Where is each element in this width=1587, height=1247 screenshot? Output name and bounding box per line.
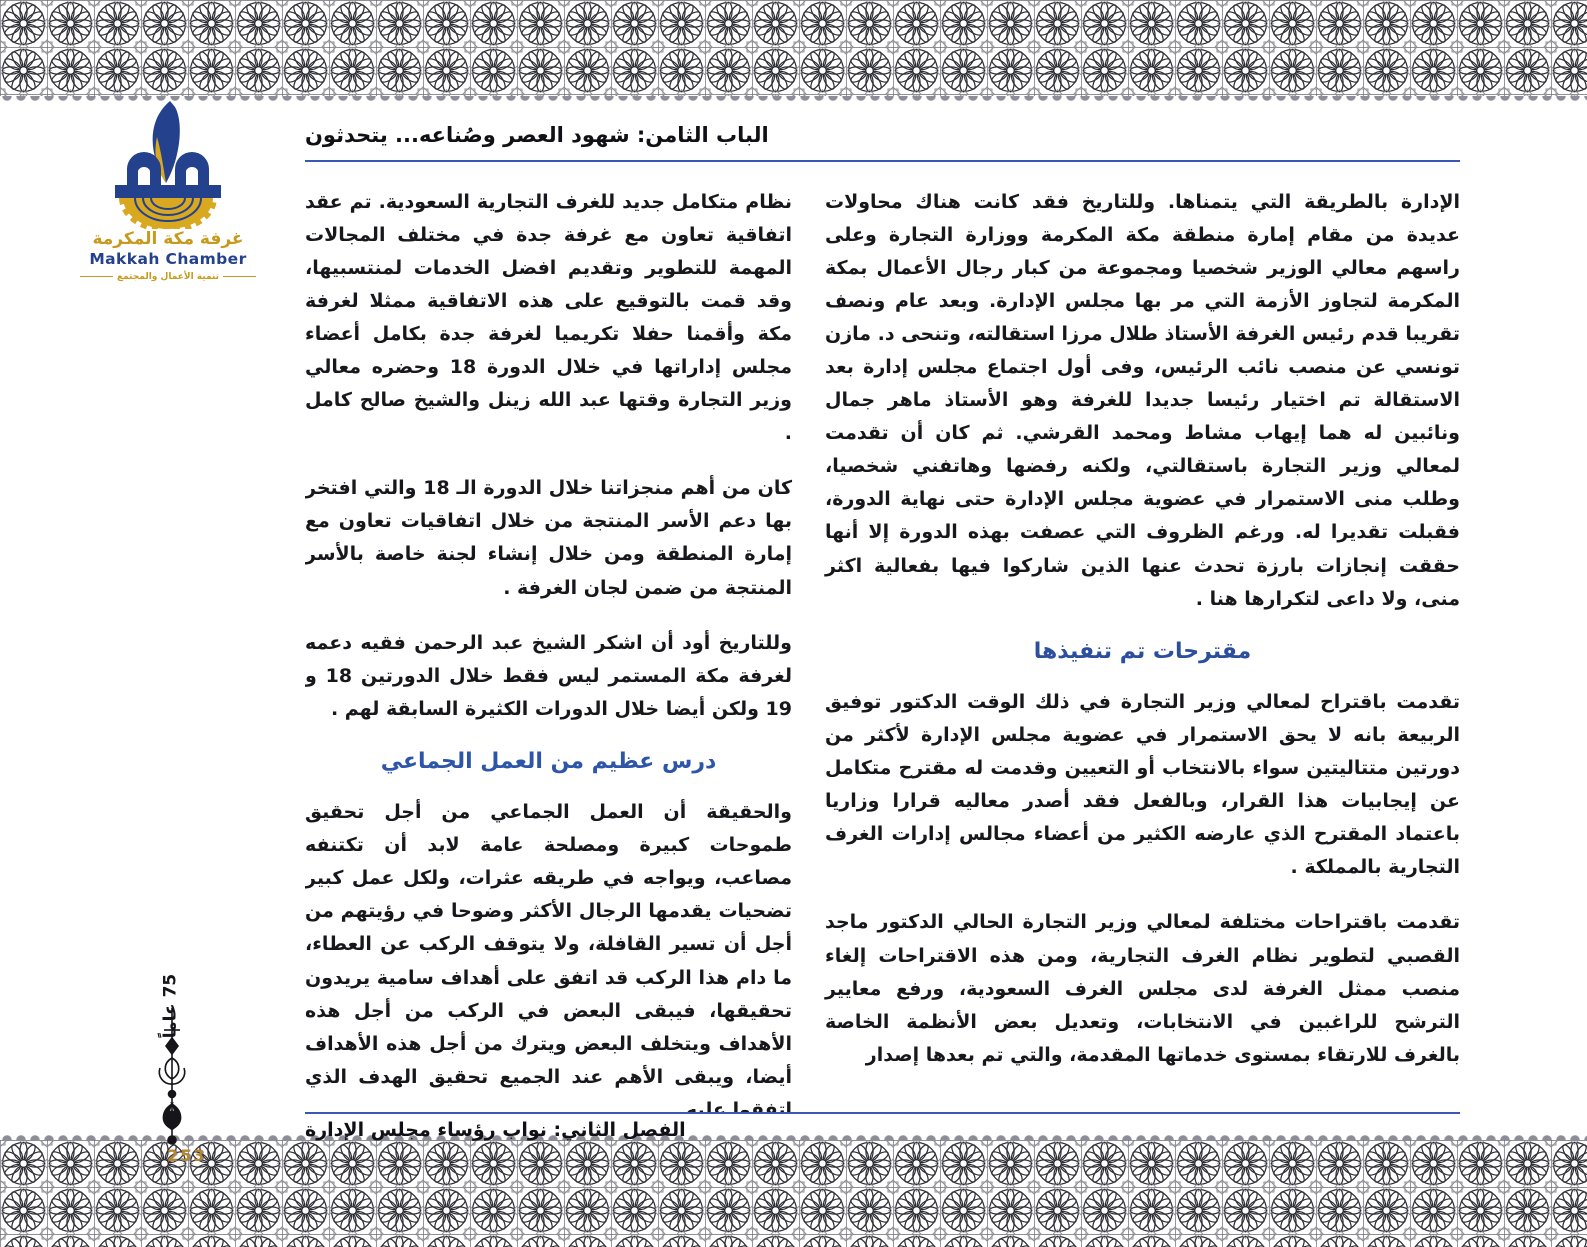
top-scallop-edge [0,96,1587,105]
logo-arabic-name: غرفة مكة المكرمة [92,229,244,249]
bottom-scallop-edge [0,1131,1587,1140]
section-heading-teamwork-lesson: درس عظيم من العمل الجماعي [380,748,717,774]
paragraph: وللتاريخ أود أن اشكر الشيخ عبد الرحمن فق… [305,631,792,720]
footer-chapter-label: الفصل الثاني: نواب رؤساء مجلس الإدارة [305,1119,686,1141]
paragraph: نظام متكامل جديد للغرف التجارية السعودية… [305,191,792,445]
logo-arches-icon [115,152,221,198]
chapter-title: الباب الثامن: شهود العصر وصُناعه... يتحد… [305,123,769,147]
top-geometric-pattern-border [0,0,1587,96]
paragraph: الإدارة بالطريقة التي يتمناها. وللتاريخ … [825,191,1460,610]
page-footer: الفصل الثاني: نواب رؤساء مجلس الإدارة [305,1112,1460,1141]
column-right: الإدارة بالطريقة التي يتمناها. وللتاريخ … [825,186,1460,1112]
section-heading-implemented-proposals: مقترحات تم تنفيذها [1033,638,1252,664]
page-number: 253 [167,1146,207,1165]
logo-english-name: Makkah Chamber [89,250,247,269]
article-body: الإدارة بالطريقة التي يتمناها. وللتاريخ … [305,186,1460,1112]
logo-tagline: تنمية الأعمال والمجتمع [80,272,256,282]
page-header: الباب الثامن: شهود العصر وصُناعه... يتحد… [305,122,1460,162]
paragraph: تقدمت باقتراحات مختلفة لمعالي وزير التجا… [825,911,1460,1066]
paragraph: تقدمت باقتراح لمعالي وزير التجارة في ذلك… [825,691,1460,879]
logo-gear-icon [119,197,217,229]
makkah-chamber-logo: غرفة مكة المكرمة Makkah Chamber تنمية ال… [80,97,256,282]
paragraph: كان من أهم منجزاتنا خلال الدورة الـ 18 و… [305,477,792,599]
column-left: نظام متكامل جديد للغرف التجارية السعودية… [305,186,792,1112]
bottom-geometric-pattern-border [0,1140,1587,1247]
arabesque-ornament-icon [158,1008,186,1145]
paragraph: والحقيقة أن العمل الجماعي من أجل تحقيق ط… [305,801,792,1112]
makkah-chamber-logo-icon [115,101,221,229]
